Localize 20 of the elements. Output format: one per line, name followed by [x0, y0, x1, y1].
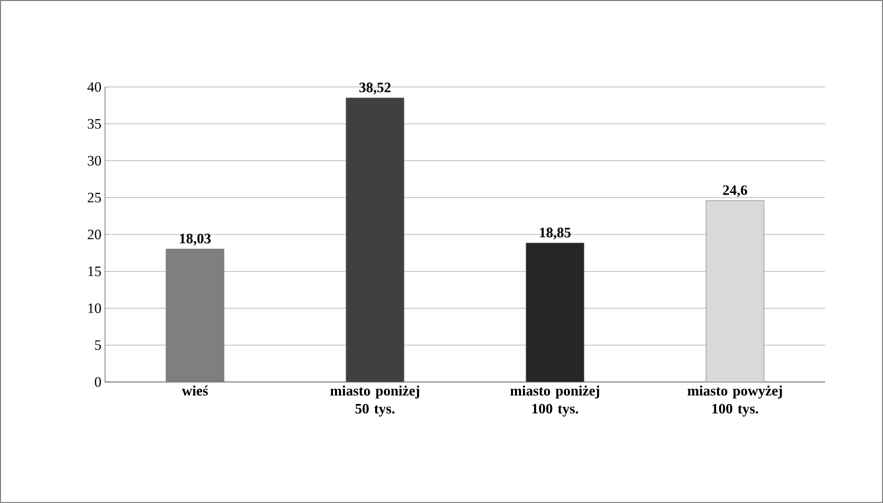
- y-tick-label: 40: [87, 82, 101, 92]
- bar: [526, 242, 584, 382]
- x-tick-label: wieś: [182, 386, 208, 396]
- x-tick-label: miasto powyżej 100 tys.: [688, 386, 782, 416]
- x-tick-label: miasto poniżej 50 tys.: [330, 386, 420, 416]
- bar: [706, 200, 764, 382]
- y-tick-label: 20: [88, 230, 101, 240]
- y-tick-label: 5: [95, 340, 101, 350]
- bar: [346, 98, 404, 382]
- x-tick-label: miasto poniżej 100 tys.: [510, 386, 600, 416]
- data-label: 38,52: [359, 82, 391, 94]
- data-label: 18,85: [540, 228, 571, 240]
- data-label: 24,6: [723, 185, 748, 198]
- y-tick-label: 30: [88, 156, 101, 166]
- y-tick-label: 35: [88, 119, 101, 129]
- y-tick-label: 25: [88, 192, 101, 202]
- y-tick-label: 0: [94, 377, 101, 387]
- y-tick-label: 10: [88, 303, 101, 314]
- data-label: 18,03: [180, 234, 211, 246]
- y-tick-label: 15: [88, 266, 101, 276]
